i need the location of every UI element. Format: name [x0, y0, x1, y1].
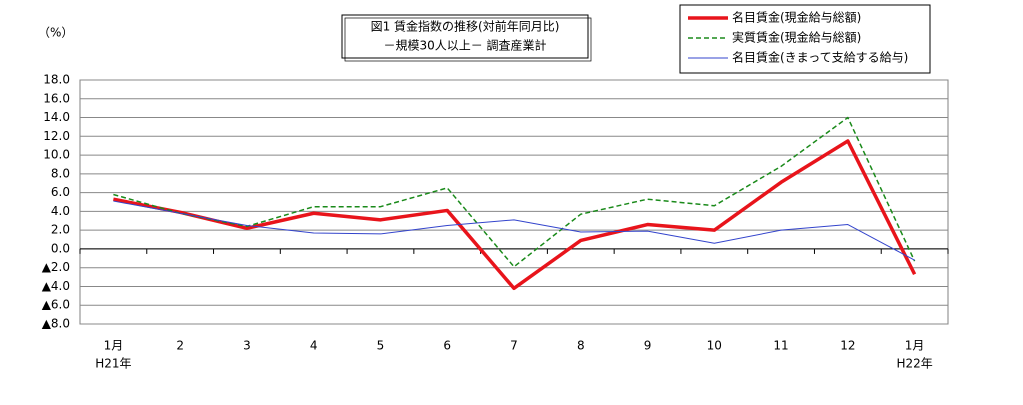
chart-title: 図1 賃金指数の推移(対前年同月比) — [371, 19, 560, 34]
x-tick-label: 8 — [577, 339, 585, 353]
plot-area — [79, 79, 949, 325]
x-tick-label: 11 — [773, 339, 788, 353]
x-tick-label: 5 — [377, 339, 385, 353]
x-sublabel: H22年 — [896, 357, 932, 371]
x-tick-label: 9 — [644, 339, 652, 353]
x-tick-label: 3 — [243, 339, 251, 353]
y-tick-label: 0.0 — [51, 241, 70, 255]
chart-subtitle: －規模30人以上－ 調査産業計 — [383, 38, 546, 53]
series-line — [113, 200, 915, 261]
y-tick-label: 2.0 — [51, 223, 70, 237]
y-tick-label: ▲6.0 — [42, 298, 70, 312]
y-tick-label: 12.0 — [43, 129, 70, 143]
y-unit-label: （%） — [38, 26, 73, 40]
legend-label: 名目賃金(きまって支給する給与) — [732, 50, 908, 65]
y-tick-label: 10.0 — [43, 148, 70, 162]
y-tick-label: 14.0 — [43, 110, 70, 124]
legend-label: 名目賃金(現金給与総額) — [732, 10, 861, 25]
x-tick-label: 4 — [310, 339, 318, 353]
y-tick-label: ▲4.0 — [42, 279, 70, 293]
y-tick-label: 8.0 — [51, 166, 70, 180]
x-tick-label: 7 — [510, 339, 518, 353]
x-tick-label: 6 — [443, 339, 451, 353]
y-tick-label: 4.0 — [51, 204, 70, 218]
x-tick-label: 10 — [707, 339, 722, 353]
x-tick-label: 2 — [176, 339, 184, 353]
y-tick-label: ▲2.0 — [42, 260, 70, 274]
series-line — [113, 116, 916, 268]
title-box-shadow — [344, 17, 592, 62]
y-tick-label: 16.0 — [43, 91, 70, 105]
x-sublabel: H21年 — [95, 357, 131, 371]
y-tick-label: 18.0 — [43, 73, 70, 87]
y-tick-label: 6.0 — [51, 185, 70, 199]
legend-label: 実質賃金(現金給与総額) — [732, 30, 861, 45]
title-box — [341, 14, 589, 59]
series-line — [113, 139, 917, 291]
x-tick-label: 12 — [840, 339, 855, 353]
x-tick-label: 1月 — [905, 339, 925, 353]
x-tick-label: 1月 — [104, 339, 124, 353]
y-tick-label: ▲8.0 — [42, 317, 70, 331]
